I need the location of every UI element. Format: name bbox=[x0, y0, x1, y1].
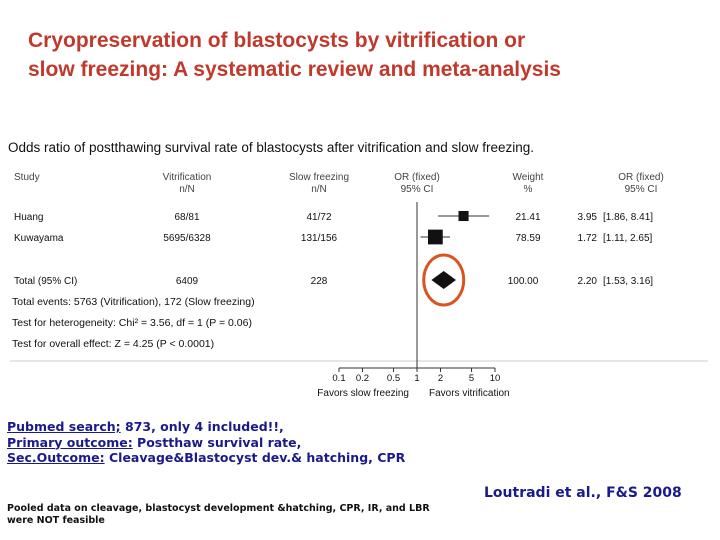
header-slow-freezing-sub: n/N bbox=[311, 184, 327, 195]
highlight-circle bbox=[422, 253, 466, 307]
x-tick-label: 0.5 bbox=[387, 373, 400, 384]
plot-area: 0.1 0.2 0.5 1 2 5 10 Favors slow freezing Favors… bbox=[10, 202, 708, 399]
x-tick-label: 0.2 bbox=[356, 373, 369, 384]
total-diamond bbox=[431, 271, 456, 289]
total-row: Total (95% CI) 6409 228 100.00 2.20 [1.5… bbox=[14, 276, 653, 287]
study-ci: [1.11, 2.65] bbox=[603, 233, 653, 244]
note-line-1: Pubmed search; 873, only 4 included!!, bbox=[7, 419, 405, 435]
header-weight-sub: % bbox=[524, 184, 533, 195]
study-or: 3.95 bbox=[578, 212, 598, 223]
header-or-plot-sub: 95% CI bbox=[401, 184, 434, 195]
total-or: 2.20 bbox=[578, 276, 598, 287]
x-tick-label: 5 bbox=[469, 373, 474, 384]
header-or: OR (fixed) bbox=[618, 172, 664, 183]
total-slow-freezing: 228 bbox=[311, 276, 328, 287]
header-study: Study bbox=[14, 172, 40, 183]
stats-total-events: Total events: 5763 (Vitrification), 172 … bbox=[12, 296, 255, 308]
note-text-pubmed: 873, only 4 included!!, bbox=[120, 419, 284, 434]
study-ci: [1.86, 8.41] bbox=[603, 212, 653, 223]
study-name: Huang bbox=[14, 212, 43, 223]
x-tick-label: 1 bbox=[414, 373, 419, 384]
slide-title-line-1: Cryopreservation of blastocysts by vitri… bbox=[28, 29, 526, 52]
header-or-sub: 95% CI bbox=[625, 184, 658, 195]
x-label-left: Favors slow freezing bbox=[317, 388, 409, 399]
slide-title-line-2: slow freezing: A systematic review and m… bbox=[28, 58, 561, 81]
header-or-plot: OR (fixed) bbox=[394, 172, 440, 183]
header-vitrification: Vitrification bbox=[163, 172, 212, 183]
study-slow-freezing: 131/156 bbox=[301, 233, 338, 244]
x-tick-label: 10 bbox=[490, 373, 501, 384]
study-slow-freezing: 41/72 bbox=[306, 212, 331, 223]
study-weight: 21.41 bbox=[515, 212, 540, 223]
study-row-1: Huang 68/81 41/72 21.41 3.95 [1.86, 8.41… bbox=[14, 212, 653, 223]
note-label-pubmed: Pubmed search; bbox=[7, 419, 121, 434]
total-ci: [1.53, 3.16] bbox=[603, 276, 653, 287]
note-label-secondary: Sec.Outcome: bbox=[7, 450, 105, 465]
x-tick-label: 0.1 bbox=[332, 373, 345, 384]
note-text-primary: Postthaw survival rate, bbox=[132, 434, 302, 450]
study-vitrification: 5695/6328 bbox=[163, 233, 211, 244]
x-tick-label: 2 bbox=[438, 373, 443, 384]
slide-title: Cryopreservation of blastocysts by vitri… bbox=[28, 26, 708, 84]
total-name: Total (95% CI) bbox=[14, 276, 77, 287]
study-marker bbox=[458, 210, 469, 222]
note-line-3: Sec.Outcome: Cleavage&Blastocyst dev.& h… bbox=[7, 450, 405, 466]
stats-heterogeneity: Test for heterogeneity: Chi² = 3.56, df … bbox=[12, 317, 252, 329]
x-label-right: Favors vitrification bbox=[429, 388, 510, 399]
chart-title: Odds ratio of postthawing survival rate … bbox=[8, 140, 534, 155]
study-or: 1.72 bbox=[578, 233, 598, 244]
study-row-2: Kuwayama 5695/6328 131/156 78.59 1.72 [1… bbox=[14, 233, 653, 244]
note-line-2: Primary outcome: Postthaw survival rate, bbox=[7, 435, 405, 451]
note-text-secondary: Cleavage&Blastocyst dev.& hatching, CPR bbox=[104, 450, 406, 465]
header-vitrification-sub: n/N bbox=[179, 184, 195, 195]
footnote: Pooled data on cleavage, blastocyst deve… bbox=[7, 503, 430, 526]
citation: Loutradi et al., F&S 2008 bbox=[484, 485, 682, 501]
forest-plot: Odds ratio of postthawing survival rate … bbox=[8, 140, 708, 399]
total-vitrification: 6409 bbox=[176, 276, 199, 287]
total-weight: 100.00 bbox=[508, 276, 539, 287]
search-notes: Pubmed search; 873, only 4 included!!, P… bbox=[7, 419, 405, 466]
header-slow-freezing: Slow freezing bbox=[289, 172, 349, 183]
note-label-primary: Primary outcome: bbox=[7, 434, 133, 450]
study-marker bbox=[427, 229, 443, 245]
study-name: Kuwayama bbox=[14, 233, 64, 244]
study-weight: 78.59 bbox=[515, 233, 540, 244]
stats-overall-effect: Test for overall effect: Z = 4.25 (P < 0… bbox=[12, 338, 214, 350]
header-weight: Weight bbox=[513, 172, 544, 183]
study-vitrification: 68/81 bbox=[174, 212, 199, 223]
